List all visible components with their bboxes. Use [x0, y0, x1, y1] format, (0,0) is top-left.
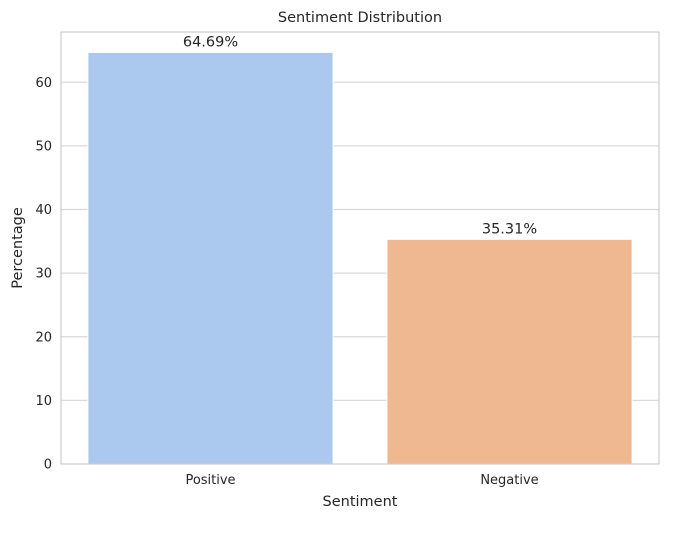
plot-frame [60, 31, 660, 465]
data-label-negative: 35.31% [482, 221, 537, 237]
bars [87, 51, 633, 465]
y-axis-label: Percentage [10, 207, 26, 289]
y-tick-label: 30 [35, 267, 52, 282]
y-tick-label: 0 [44, 458, 52, 473]
bar-positive [87, 51, 334, 465]
y-tick-label: 40 [35, 203, 52, 218]
x-tick-label-negative: Negative [480, 473, 538, 488]
y-tick-label: 20 [35, 330, 52, 345]
bar-negative [386, 238, 633, 465]
data-labels: 64.69% 35.31% [183, 34, 537, 237]
x-axis-ticks: Positive Negative [185, 473, 538, 488]
y-tick-label: 50 [35, 139, 52, 154]
x-axis-label: Sentiment [323, 494, 398, 510]
chart-title: Sentiment Distribution [278, 10, 442, 26]
y-tick-label: 10 [35, 394, 52, 409]
y-axis-ticks: 0 10 20 30 40 50 60 [35, 76, 52, 473]
data-label-positive: 64.69% [183, 34, 238, 50]
y-tick-label: 60 [35, 76, 52, 91]
x-tick-label-positive: Positive [185, 473, 235, 488]
